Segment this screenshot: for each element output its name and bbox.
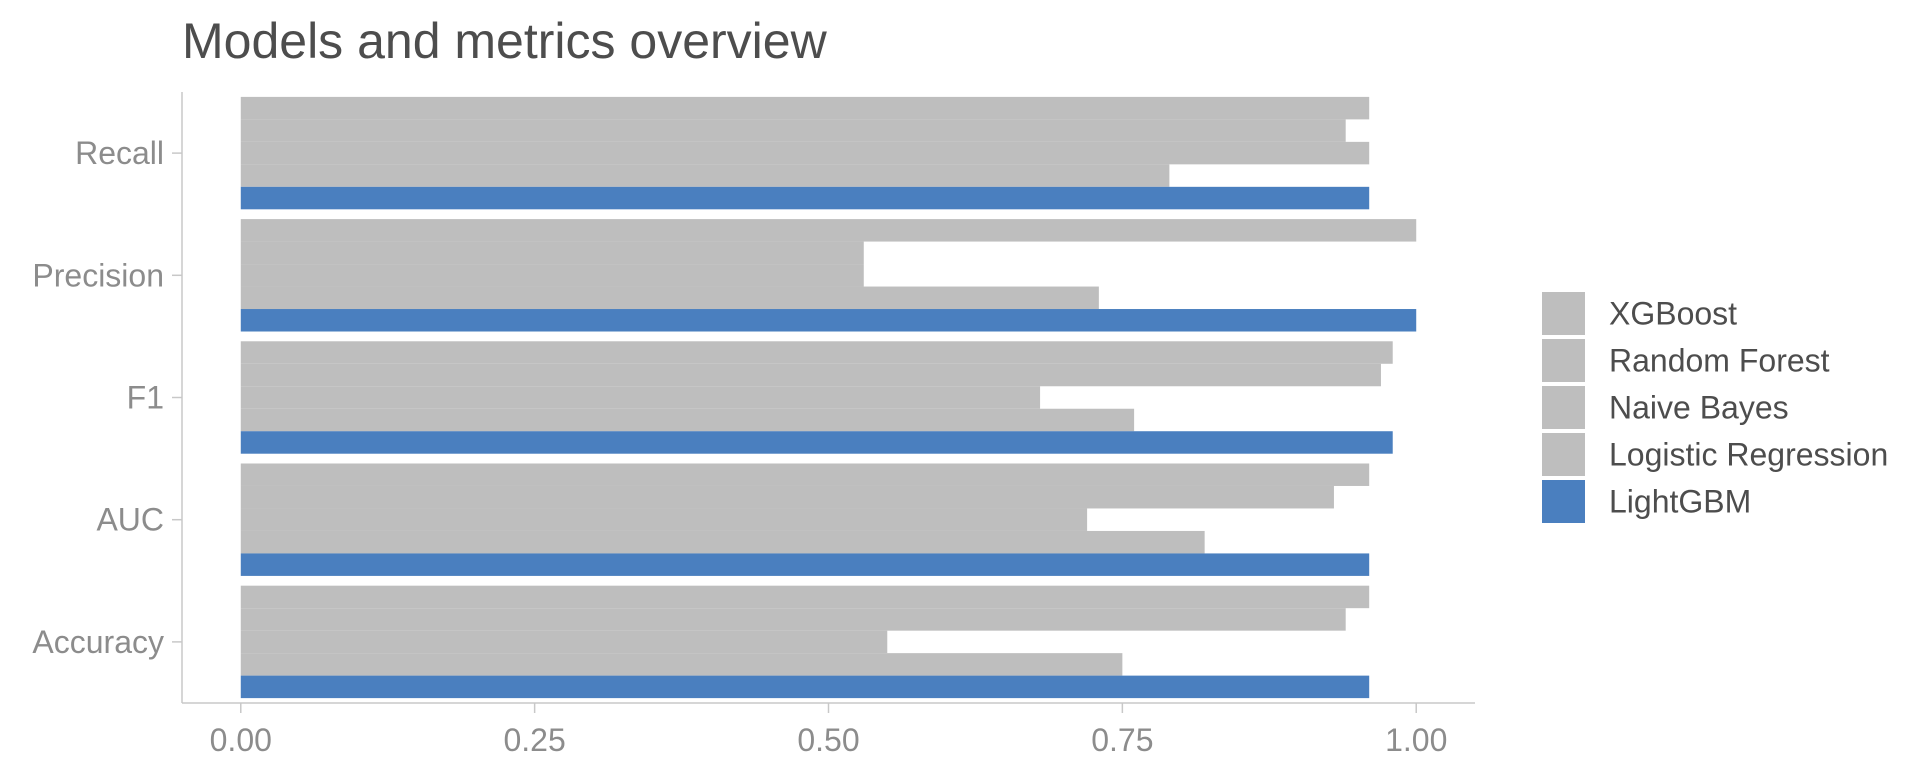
bar-naive-bayes-f1 [240, 386, 1041, 409]
x-tick-label: 0.75 [1091, 722, 1153, 758]
bar-logistic-regression-auc [240, 530, 1205, 554]
bar-logistic-regression-recall [240, 164, 1170, 187]
bar-naive-bayes-auc [240, 508, 1088, 531]
legend-key-naive-bayes [1542, 386, 1585, 429]
x-tick-label: 1.00 [1385, 722, 1447, 758]
bar-naive-bayes-accuracy [240, 630, 888, 654]
legend: XGBoost Random Forest Naive Bayes Logistic … [1542, 292, 1888, 523]
x-tick-label: 0.25 [503, 722, 565, 758]
x-tick-label: 0.00 [210, 722, 272, 758]
bar-lightgbm-accuracy [240, 675, 1370, 699]
legend-key-random-forest [1542, 339, 1585, 382]
legend-key-xgboost [1542, 292, 1585, 335]
chart-title: Models and metrics overview [182, 13, 828, 69]
y-tick-label-recall: Recall [75, 135, 164, 171]
legend-key-logistic-regression [1542, 433, 1585, 476]
legend-label-naive-bayes: Naive Bayes [1609, 390, 1789, 426]
legend-label-random-forest: Random Forest [1609, 343, 1830, 379]
bar-random-forest-auc [240, 485, 1334, 509]
legend-label-logistic-regression: Logistic Regression [1609, 437, 1888, 473]
bar-random-forest-accuracy [240, 608, 1346, 631]
bar-random-forest-recall [240, 119, 1346, 142]
legend-label-xgboost: XGBoost [1609, 296, 1737, 332]
bar-naive-bayes-recall [240, 141, 1370, 165]
bar-random-forest-f1 [240, 363, 1381, 387]
bar-logistic-regression-f1 [240, 408, 1135, 432]
x-tick-label: 0.50 [797, 722, 859, 758]
legend-key-lightgbm [1542, 480, 1585, 523]
bar-naive-bayes-precision [240, 264, 864, 287]
y-tick-label-precision: Precision [32, 257, 164, 293]
bar-xgboost-f1 [240, 341, 1393, 364]
bar-lightgbm-precision [240, 309, 1417, 332]
legend-label-lightgbm: LightGBM [1609, 484, 1751, 520]
bar-xgboost-auc [240, 463, 1370, 486]
bar-xgboost-precision [240, 219, 1417, 242]
y-axis: Accuracy AUC F1 Precision Recall [32, 92, 183, 703]
bar-logistic-regression-precision [240, 286, 1099, 310]
bar-logistic-regression-accuracy [240, 653, 1123, 676]
bar-random-forest-precision [240, 241, 864, 265]
y-tick-label-accuracy: Accuracy [32, 624, 164, 660]
plot-area [240, 96, 1417, 699]
bar-xgboost-recall [240, 96, 1370, 120]
bar-lightgbm-recall [240, 186, 1370, 210]
y-tick-label-f1: F1 [127, 380, 164, 416]
bar-xgboost-accuracy [240, 585, 1370, 609]
bar-lightgbm-auc [240, 553, 1370, 576]
y-tick-label-auc: AUC [96, 502, 164, 538]
bar-lightgbm-f1 [240, 431, 1393, 454]
x-axis: 0.00 0.25 0.50 0.75 1.00 [182, 702, 1475, 758]
